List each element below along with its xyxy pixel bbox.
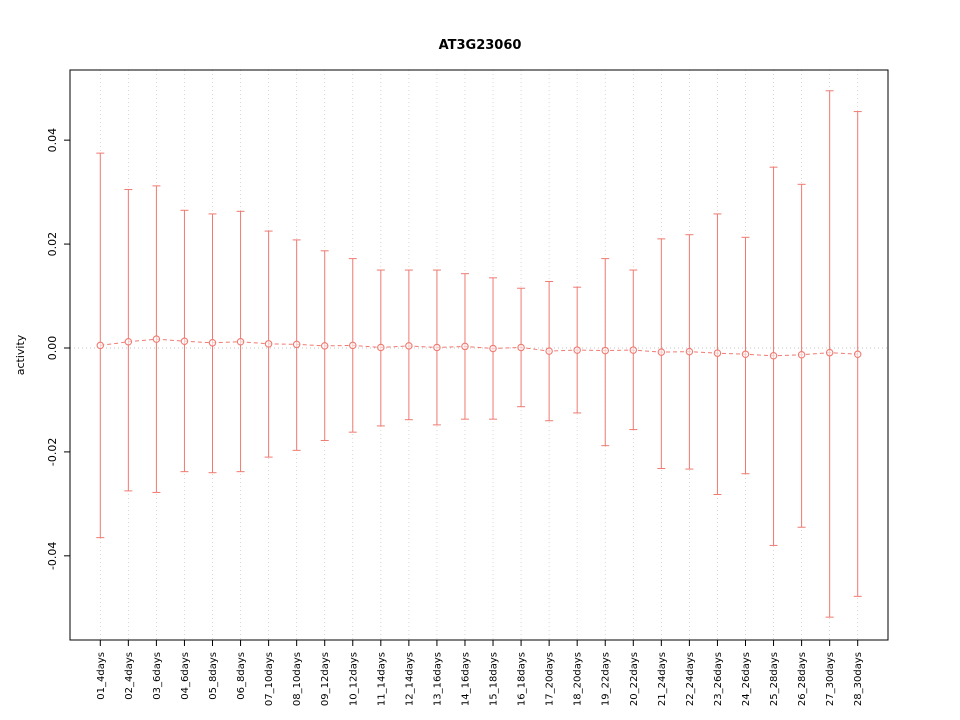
- mean-point: [377, 343, 385, 352]
- x-tick-label: 14_16days: [460, 652, 471, 706]
- mean-point: [292, 340, 301, 349]
- mean-point: [517, 343, 525, 352]
- x-tick-label: 07_10days: [264, 652, 275, 706]
- x-tick-label: 23_26days: [713, 652, 724, 706]
- mean-point: [349, 341, 357, 350]
- mean-point: [264, 340, 273, 348]
- y-tick-label: 0.02: [46, 232, 59, 256]
- mean-point: [853, 350, 862, 358]
- x-tick-label: 17_20days: [545, 652, 556, 706]
- x-tick-label: 19_22days: [601, 652, 612, 706]
- x-tick-label: 09_12days: [320, 652, 331, 706]
- mean-point: [208, 339, 217, 347]
- mean-point: [769, 352, 778, 360]
- x-tick-label: 25_28days: [769, 652, 780, 706]
- x-tick-label: 11_14days: [376, 652, 387, 706]
- x-tick-label: 20_22days: [629, 652, 640, 706]
- y-tick-label: -0.02: [46, 438, 59, 466]
- mean-point: [657, 348, 666, 356]
- mean-point: [713, 349, 722, 357]
- x-tick-label: 24_26days: [741, 652, 752, 706]
- x-tick-label: 03_6days: [152, 652, 163, 700]
- mean-point: [545, 347, 553, 355]
- x-tick-label: 27_30days: [825, 652, 836, 706]
- mean-point: [685, 347, 694, 356]
- x-tick-label: 04_6days: [180, 652, 191, 700]
- mean-point: [573, 346, 581, 354]
- mean-point: [629, 346, 638, 354]
- mean-point: [601, 346, 609, 355]
- x-tick-label: 08_10days: [292, 652, 303, 706]
- mean-point: [489, 344, 497, 353]
- mean-point: [152, 335, 161, 343]
- x-tick-label: 22_24days: [685, 652, 696, 706]
- plot-box: [69, 69, 889, 641]
- x-tick-label: 10_12days: [348, 652, 359, 706]
- chart-title: AT3G23060: [438, 38, 522, 53]
- x-tick-label: 15_18days: [489, 652, 500, 706]
- mean-point: [236, 338, 245, 346]
- y-tick-label: 0.04: [46, 128, 59, 153]
- x-tick-label: 18_20days: [573, 652, 584, 706]
- mean-point: [96, 341, 105, 350]
- mean-point: [825, 348, 834, 357]
- y-tick-label: -0.04: [46, 542, 59, 570]
- mean-point: [433, 343, 441, 352]
- mean-connector-line: [100, 338, 858, 357]
- x-tick-label: 02_4days: [124, 652, 135, 700]
- mean-point: [180, 337, 189, 345]
- x-tick-label: 16_18days: [517, 652, 528, 706]
- mean-point: [124, 338, 133, 346]
- y-tick-label: 0.00: [46, 336, 59, 361]
- x-tick-label: 05_8days: [208, 652, 219, 700]
- x-tick-label: 13_16days: [432, 652, 443, 706]
- y-axis-label: activity: [14, 334, 27, 375]
- mean-point: [461, 342, 469, 351]
- x-tick-label: 28_30days: [853, 652, 864, 706]
- x-tick-label: 12_14days: [404, 652, 415, 706]
- mean-point: [405, 342, 413, 350]
- x-tick-label: 01_4days: [96, 652, 107, 700]
- x-tick-label: 26_28days: [797, 652, 808, 706]
- mean-point: [741, 350, 750, 358]
- mean-point: [797, 350, 806, 359]
- x-tick-label: 06_8days: [236, 652, 247, 700]
- mean-point: [320, 342, 329, 350]
- x-tick-label: 21_24days: [657, 652, 668, 706]
